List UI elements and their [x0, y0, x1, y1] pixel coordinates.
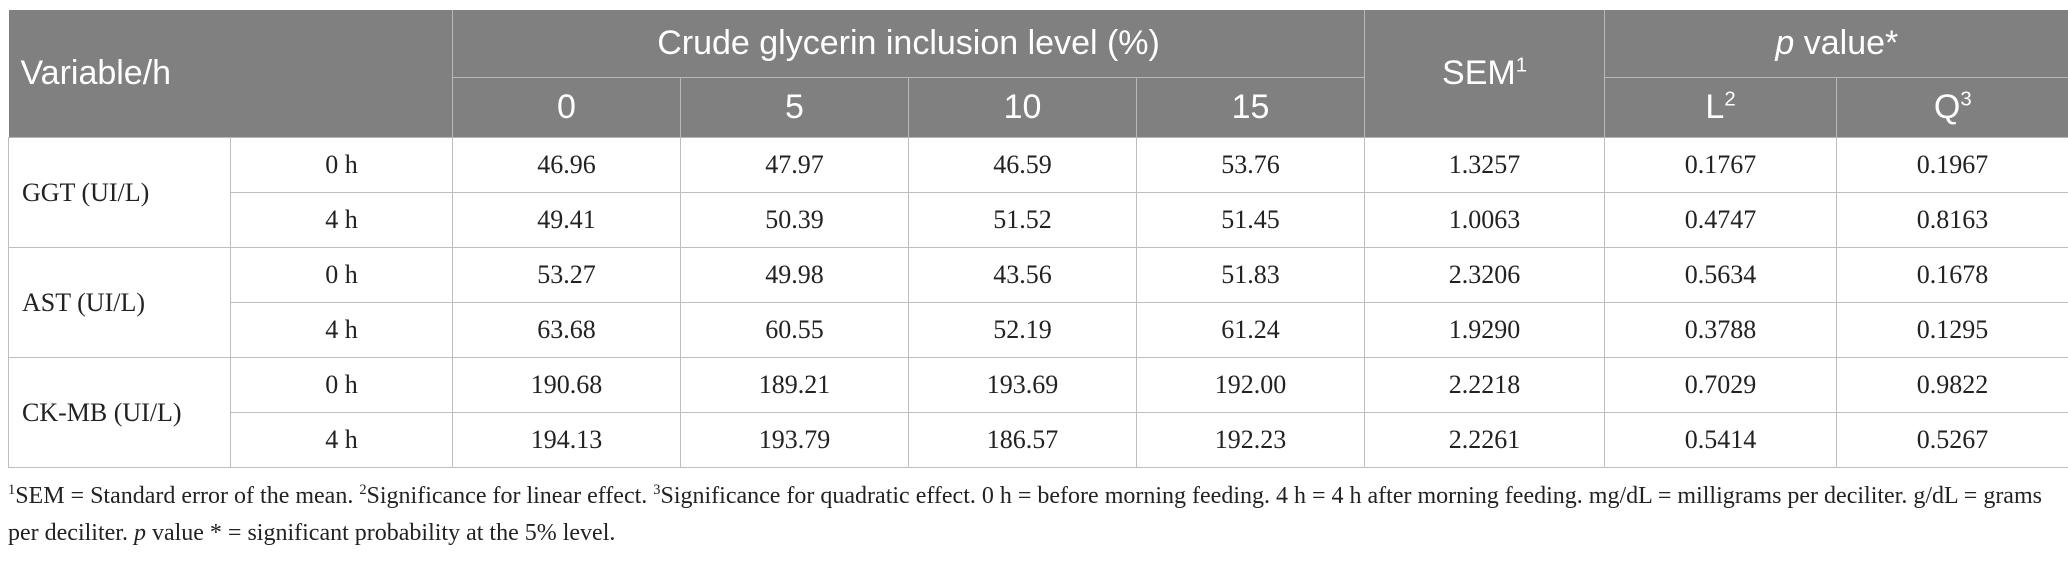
data-table: Variable/h Crude glycerin inclusion leve… [8, 10, 2068, 468]
level-header: 5 [680, 77, 910, 138]
value-cell: 63.68 [452, 302, 682, 358]
linear-cell: 0.1767 [1604, 137, 1838, 193]
linear-cell: 0.5634 [1604, 247, 1838, 303]
linear-cell: 0.5414 [1604, 412, 1838, 468]
linear-cell: 0.4747 [1604, 192, 1838, 248]
value-cell: 193.69 [908, 357, 1138, 413]
table-row: CK-MB (UI/L) 0 h 190.68 189.21 193.69 19… [8, 357, 2068, 468]
time-cell: 4 h [229, 412, 454, 468]
value-cell: 189.21 [680, 357, 910, 413]
value-cell: 43.56 [908, 247, 1138, 303]
pvalue-header: p value* [1604, 10, 2068, 78]
time-cell: 4 h [229, 302, 454, 358]
quadratic-cell: 0.9822 [1836, 357, 2068, 413]
quadratic-header: Q3 [1836, 77, 2068, 138]
linear-cell: 0.3788 [1604, 302, 1838, 358]
value-cell: 51.45 [1136, 192, 1366, 248]
variable-cell: AST (UI/L) [8, 247, 231, 358]
value-cell: 192.00 [1136, 357, 1366, 413]
time-cell: 4 h [229, 192, 454, 248]
sem-cell: 2.2218 [1364, 357, 1606, 413]
value-cell: 49.98 [680, 247, 910, 303]
time-cell: 0 h [229, 247, 454, 303]
linear-cell: 0.7029 [1604, 357, 1838, 413]
table-row: 4 h 63.68 60.55 52.19 61.24 1.9290 0.378… [9, 302, 2068, 358]
table-container: Variable/h Crude glycerin inclusion leve… [8, 10, 2068, 552]
value-cell: 192.23 [1136, 412, 1366, 468]
sem-cell: 2.2261 [1364, 412, 1606, 468]
quadratic-cell: 0.1967 [1836, 137, 2068, 193]
variable-header: Variable/h [8, 10, 454, 138]
value-cell: 194.13 [452, 412, 682, 468]
value-cell: 51.83 [1136, 247, 1366, 303]
sem-cell: 2.3206 [1364, 247, 1606, 303]
sem-cell: 1.0063 [1364, 192, 1606, 248]
level-header: 10 [908, 77, 1138, 138]
sem-header: SEM1 [1364, 10, 1606, 138]
linear-header: L2 [1604, 77, 1838, 138]
value-cell: 52.19 [908, 302, 1138, 358]
value-cell: 190.68 [452, 357, 682, 413]
table-row: 4 h 194.13 193.79 186.57 192.23 2.2261 0… [9, 412, 2068, 468]
quadratic-cell: 0.5267 [1836, 412, 2068, 468]
header-row-2: 0 5 10 15 L2 Q3 [9, 77, 2068, 138]
value-cell: 53.27 [452, 247, 682, 303]
variable-cell: GGT (UI/L) [8, 137, 231, 248]
value-cell: 46.59 [908, 137, 1138, 193]
time-cell: 0 h [229, 357, 454, 413]
sem-cell: 1.9290 [1364, 302, 1606, 358]
group-header: Crude glycerin inclusion level (%) [452, 10, 1366, 78]
value-cell: 193.79 [680, 412, 910, 468]
value-cell: 47.97 [680, 137, 910, 193]
table-row: 4 h 49.41 50.39 51.52 51.45 1.0063 0.474… [9, 192, 2068, 248]
quadratic-cell: 0.1295 [1836, 302, 2068, 358]
time-cell: 0 h [229, 137, 454, 193]
quadratic-cell: 0.8163 [1836, 192, 2068, 248]
quadratic-cell: 0.1678 [1836, 247, 2068, 303]
level-header: 0 [452, 77, 682, 138]
value-cell: 51.52 [908, 192, 1138, 248]
value-cell: 49.41 [452, 192, 682, 248]
value-cell: 50.39 [680, 192, 910, 248]
sem-cell: 1.3257 [1364, 137, 1606, 193]
value-cell: 186.57 [908, 412, 1138, 468]
value-cell: 60.55 [680, 302, 910, 358]
table-row: GGT (UI/L) 0 h 46.96 47.97 46.59 53.76 1… [8, 137, 2068, 248]
value-cell: 53.76 [1136, 137, 1366, 193]
value-cell: 61.24 [1136, 302, 1366, 358]
table-row: AST (UI/L) 0 h 53.27 49.98 43.56 51.83 2… [8, 247, 2068, 358]
value-cell: 46.96 [452, 137, 682, 193]
level-header: 15 [1136, 77, 1366, 138]
variable-cell: CK-MB (UI/L) [8, 357, 231, 468]
header-row-1: Variable/h Crude glycerin inclusion leve… [8, 10, 2068, 138]
table-footnote: 1SEM = Standard error of the mean. 2Sign… [8, 482, 2042, 546]
